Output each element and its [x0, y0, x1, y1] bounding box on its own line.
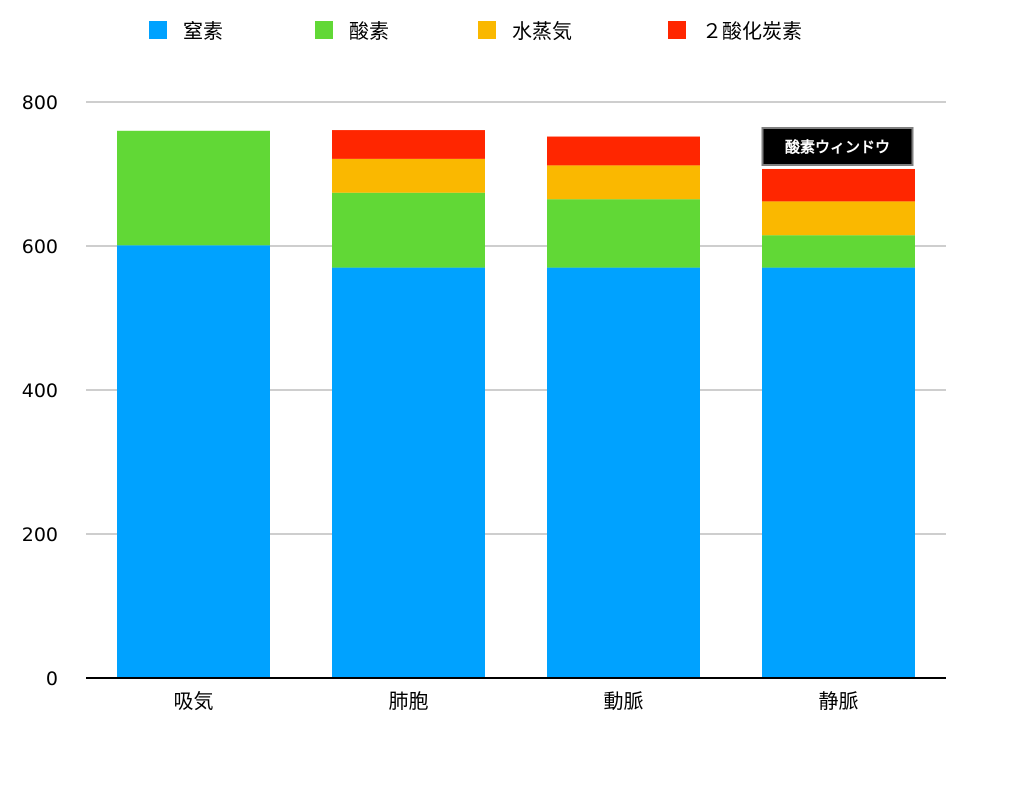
legend-label-series-0: 窒素 [183, 19, 223, 43]
x-tick-label-3: 静脈 [819, 689, 859, 713]
legend-swatch-series-2 [478, 21, 496, 39]
bar-segment-cat3-series3 [762, 168, 915, 202]
legend-swatch-series-1 [315, 21, 333, 39]
y-tick-label-800: 800 [22, 92, 58, 114]
y-tick-label-200: 200 [22, 524, 58, 546]
bar-segment-cat3-series2 [762, 201, 915, 236]
y-tick-label-600: 600 [22, 236, 58, 258]
bar-segment-cat2-series1 [547, 199, 700, 268]
bars [117, 130, 915, 678]
annotation-label: 酸素ウィンドウ [785, 138, 890, 156]
legend-swatch-series-3 [668, 21, 686, 39]
x-axis-labels: 吸気 肺胞 動脈 静脈 [174, 689, 859, 713]
bar-segment-cat2-series3 [547, 136, 700, 166]
y-axis-ticks: 0 200 400 600 800 [22, 92, 58, 690]
bar-segment-cat1-series0 [332, 267, 485, 678]
legend-label-series-3: ２酸化炭素 [702, 19, 802, 43]
bar-segment-cat1-series1 [332, 192, 485, 268]
legend-label-series-1: 酸素 [349, 19, 389, 43]
x-tick-label-2: 動脈 [604, 689, 644, 713]
y-tick-label-0: 0 [46, 668, 58, 690]
x-tick-label-1: 肺胞 [389, 689, 429, 713]
bar-segment-cat2-series0 [547, 267, 700, 678]
y-tick-label-400: 400 [22, 380, 58, 402]
bar-segment-cat0-series0 [117, 245, 270, 678]
annotation-box [761, 127, 914, 166]
legend-swatch-series-0 [149, 21, 167, 39]
bar-segment-cat0-series1 [117, 130, 270, 246]
bar-segment-cat1-series3 [332, 130, 485, 159]
bar-segment-cat1-series2 [332, 158, 485, 193]
bar-segment-cat2-series2 [547, 165, 700, 200]
legend: 窒素 酸素 水蒸気 ２酸化炭素 [149, 19, 802, 43]
bar-segment-cat3-series0 [762, 267, 915, 678]
legend-label-series-2: 水蒸気 [512, 19, 572, 43]
bar-segment-cat3-series1 [762, 235, 915, 268]
x-tick-label-0: 吸気 [174, 689, 214, 713]
annotation: 酸素ウィンドウ [761, 127, 914, 166]
